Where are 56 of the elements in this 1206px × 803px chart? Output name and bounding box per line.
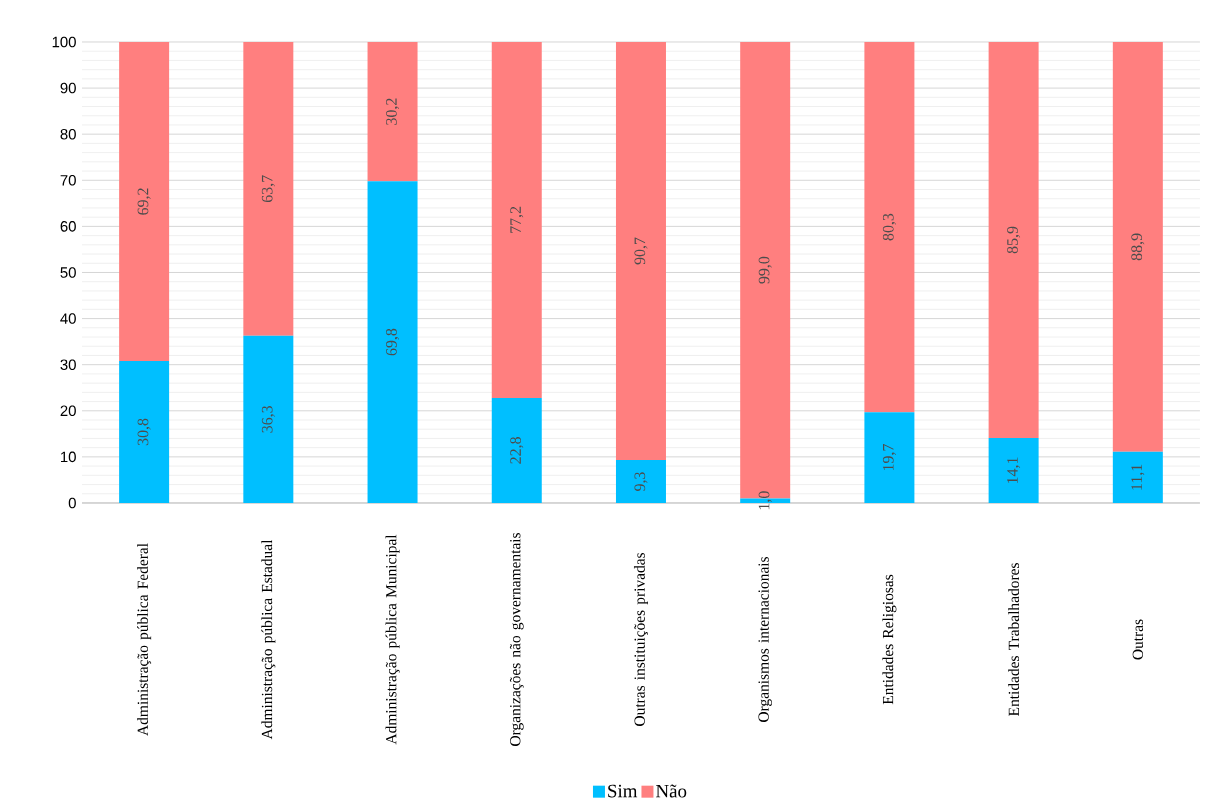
legend-label: Não bbox=[656, 784, 687, 798]
data-label: 85,9 bbox=[1007, 226, 1021, 254]
bar bbox=[119, 361, 170, 503]
data-label: 90,7 bbox=[634, 237, 648, 265]
y-tick-label: 50 bbox=[60, 267, 76, 278]
y-tick-label: 60 bbox=[60, 221, 76, 232]
data-label: 9,3 bbox=[634, 472, 648, 491]
bar bbox=[988, 437, 1039, 503]
data-label: 69,8 bbox=[386, 328, 400, 356]
y-tick-label: 80 bbox=[60, 128, 76, 140]
bar bbox=[864, 412, 915, 503]
y-tick-label: 10 bbox=[61, 451, 76, 463]
data-label: 1,0 bbox=[758, 491, 772, 510]
bar bbox=[119, 41, 170, 361]
data-label: 99,0 bbox=[758, 256, 772, 284]
data-label: 30,2 bbox=[386, 98, 400, 125]
bar bbox=[615, 41, 666, 461]
x-tick-label: Outras bbox=[1132, 619, 1144, 660]
x-tick-label: Entidades Trabalhadores bbox=[1008, 563, 1020, 716]
data-label: 77,2 bbox=[510, 206, 524, 233]
y-tick-label: 100 bbox=[52, 36, 76, 48]
data-label: 88,9 bbox=[1131, 233, 1145, 261]
bar bbox=[367, 41, 418, 182]
y-tick-label: 30 bbox=[60, 359, 76, 370]
bar bbox=[243, 41, 294, 336]
x-tick-label: Outras instituições privadas bbox=[633, 553, 648, 726]
y-tick-label: 70 bbox=[60, 174, 76, 186]
data-label: 14,1 bbox=[1007, 457, 1021, 484]
bar bbox=[491, 397, 542, 503]
y-tick-label: 20 bbox=[60, 405, 76, 417]
y-tick-label: 90 bbox=[60, 82, 76, 94]
x-tick-label: Administração pública Federal bbox=[137, 543, 152, 736]
data-label: 80,3 bbox=[882, 213, 896, 241]
bar bbox=[367, 181, 418, 503]
bar bbox=[864, 41, 915, 413]
data-label: 19,7 bbox=[882, 444, 896, 471]
y-tick-label: 0 bbox=[68, 497, 76, 509]
data-label: 63,7 bbox=[261, 175, 275, 203]
legend-label: Sim bbox=[608, 784, 638, 798]
data-label: 36,3 bbox=[261, 405, 275, 433]
data-label: 69,2 bbox=[137, 188, 151, 215]
bar bbox=[1112, 41, 1163, 452]
bar bbox=[988, 41, 1039, 438]
x-tick-label: Entidades Religiosas bbox=[882, 574, 897, 705]
data-label: 30,8 bbox=[137, 418, 151, 446]
bar bbox=[1112, 451, 1163, 503]
bar bbox=[243, 335, 294, 503]
y-tick-label: 40 bbox=[60, 313, 76, 324]
x-tick-label: Organizações não governamentais bbox=[509, 532, 524, 746]
x-tick-label: Organismos internacionais bbox=[758, 556, 772, 722]
bar bbox=[491, 41, 542, 398]
x-tick-label: Administração pública Municipal bbox=[385, 534, 400, 745]
data-label: 11,1 bbox=[1131, 464, 1145, 490]
bar bbox=[615, 460, 666, 503]
x-tick-label: Administração pública Estadual bbox=[261, 539, 276, 740]
data-label: 22,8 bbox=[510, 437, 524, 464]
